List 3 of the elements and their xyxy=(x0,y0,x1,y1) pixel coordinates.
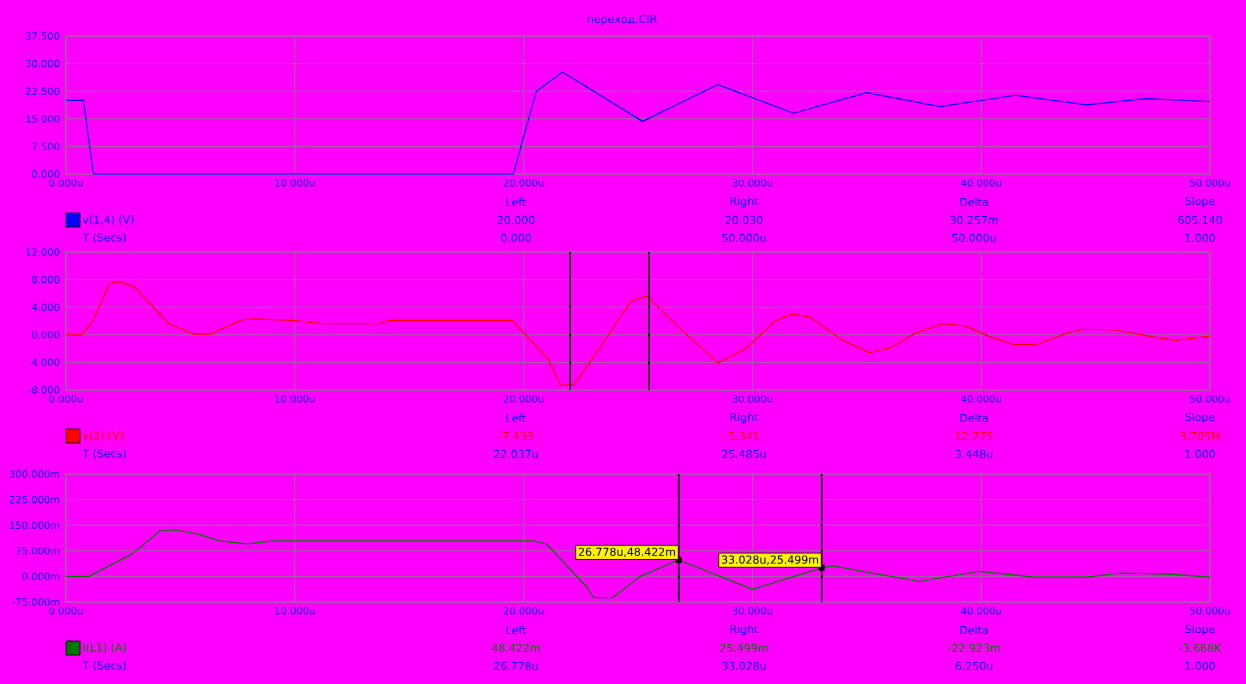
line-series xyxy=(65,71,1211,175)
line-series xyxy=(65,281,1211,386)
line-series xyxy=(65,529,1211,599)
